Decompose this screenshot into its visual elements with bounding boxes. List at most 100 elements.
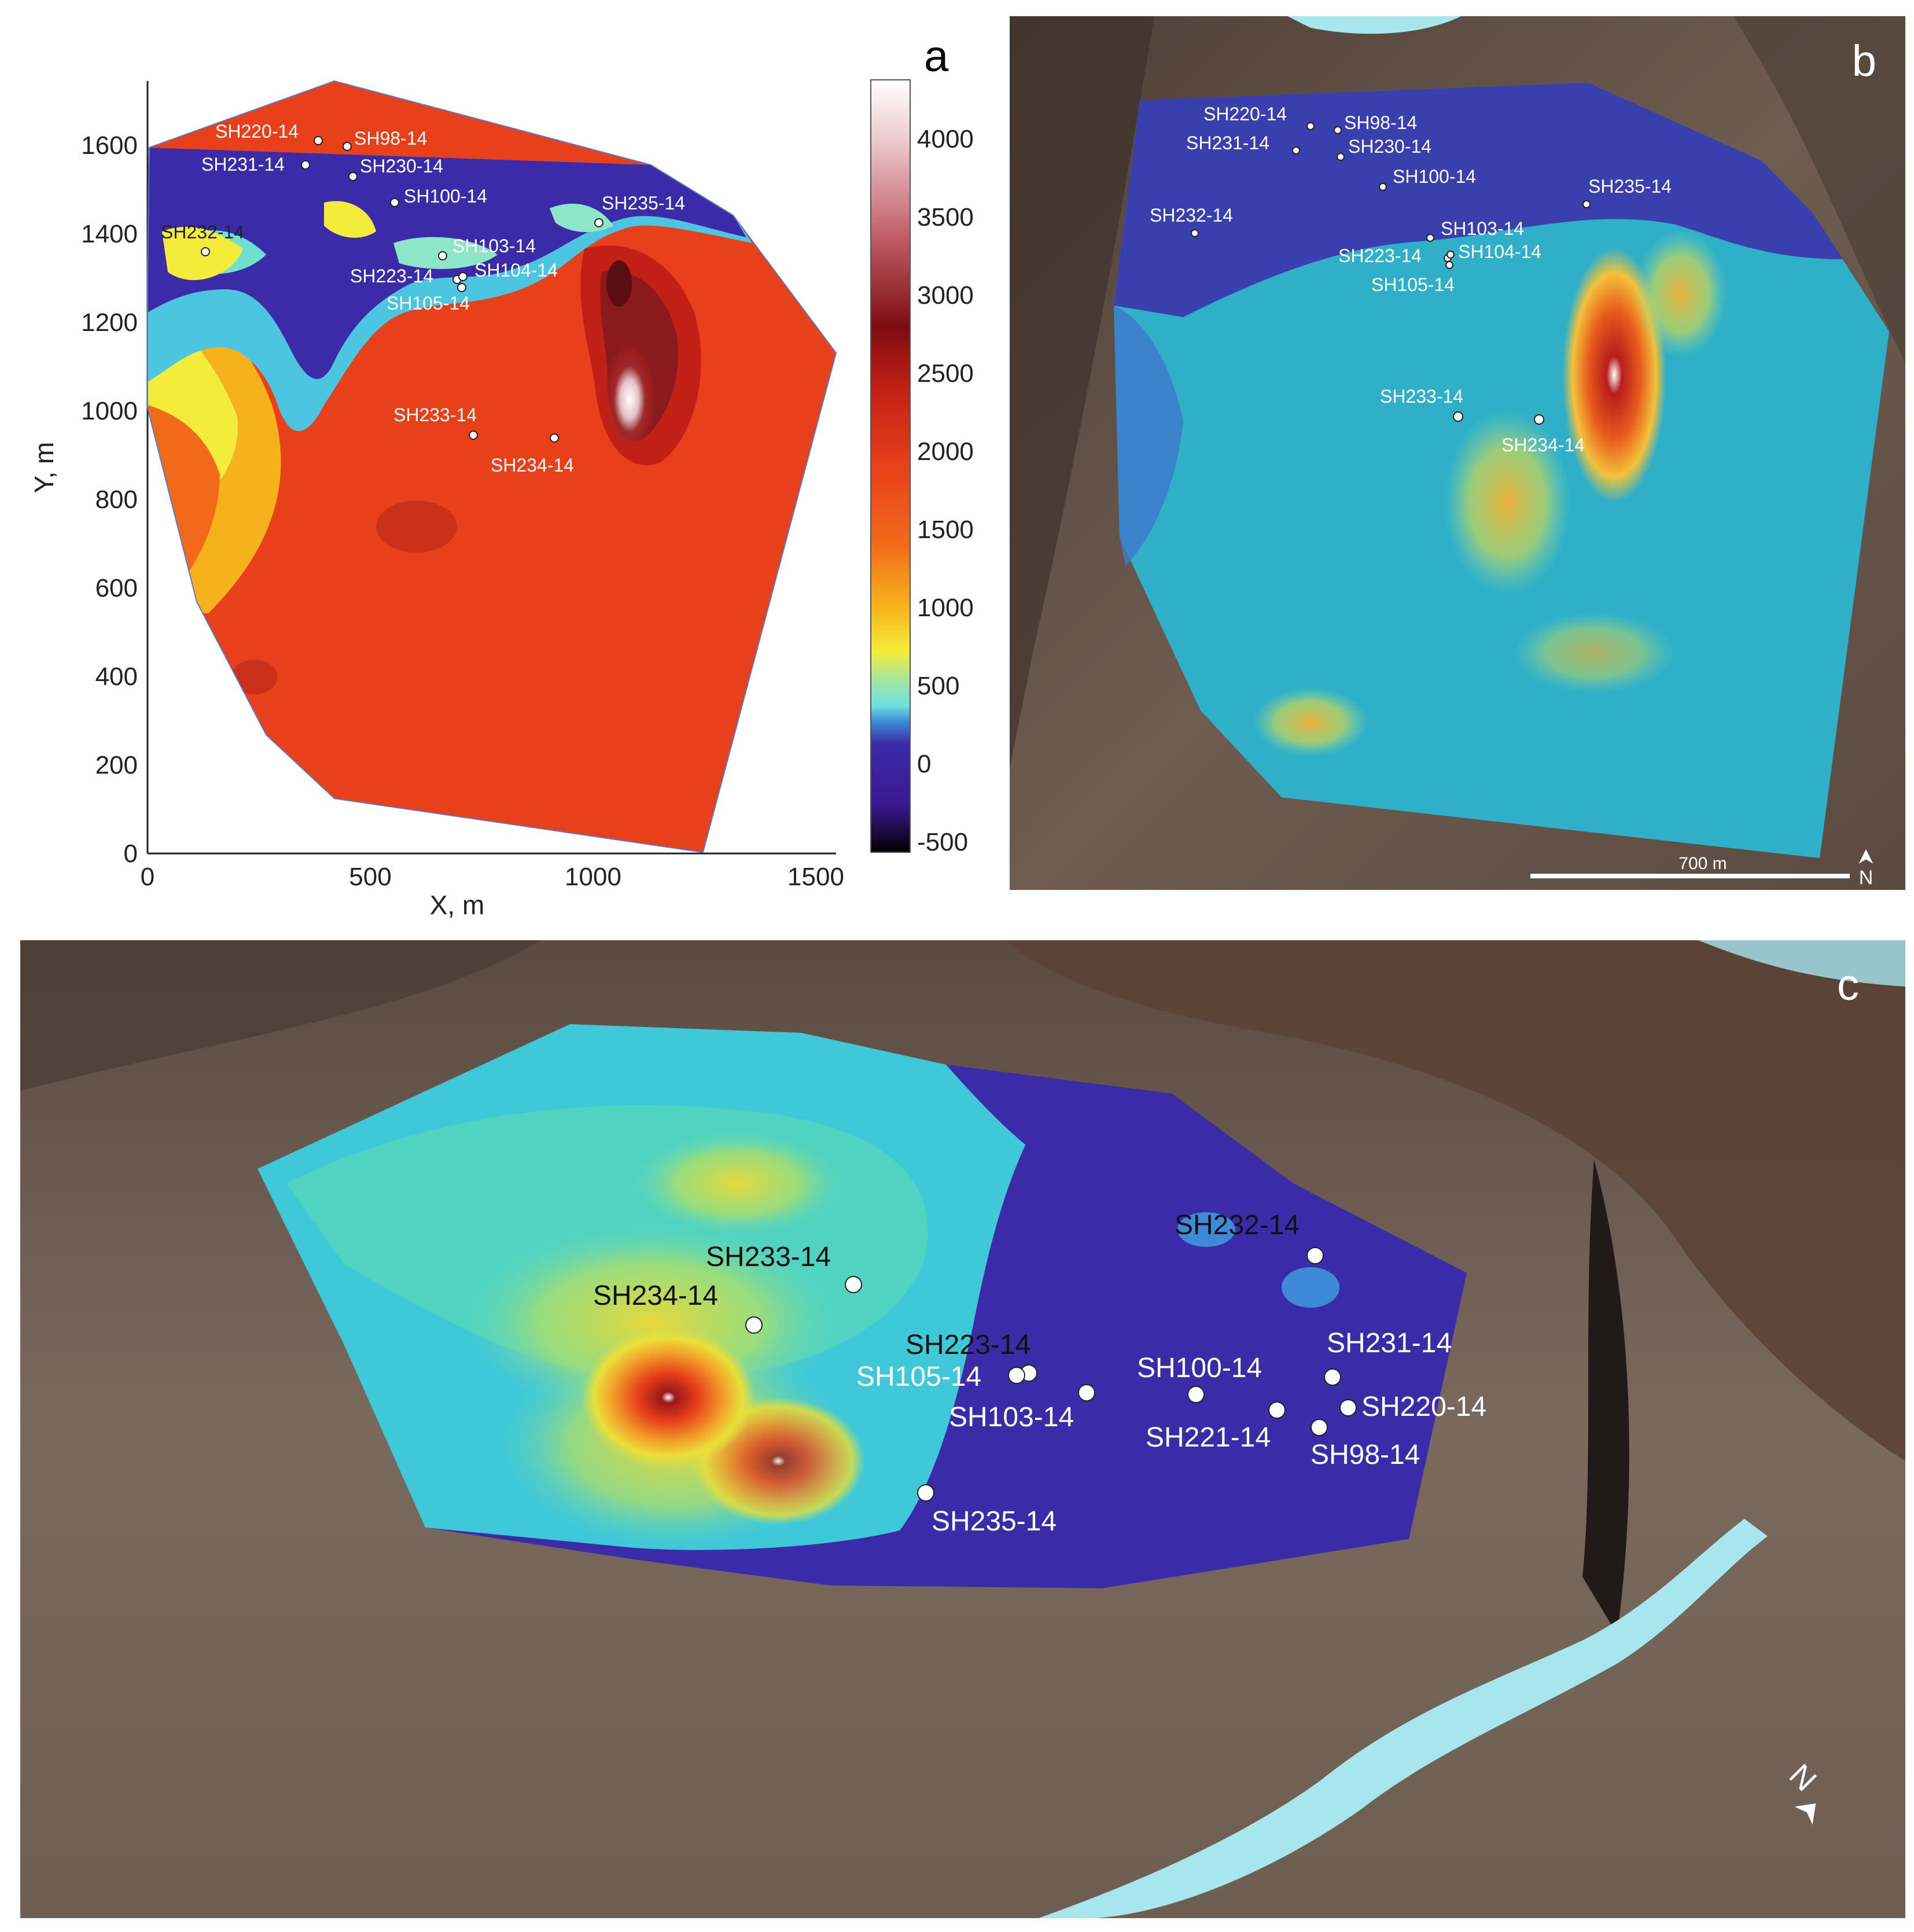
well-label: SH223-14 <box>350 266 433 286</box>
colorbar-tick-label: 3500 <box>917 203 974 231</box>
well-label: SH233-14 <box>393 404 477 425</box>
well-marker <box>745 1316 763 1334</box>
well-label: SH231-14 <box>201 154 285 175</box>
well-label: SH232-14 <box>1150 205 1233 226</box>
well-marker <box>457 283 466 292</box>
well-marker <box>845 1276 862 1293</box>
colorbar-tick-label: 1000 <box>917 594 974 622</box>
well-marker <box>1582 200 1591 208</box>
colorbar-tick-label: 0 <box>917 750 931 778</box>
well-marker <box>458 272 468 281</box>
panel-a-svg: 0 200 400 600 800 1000 1200 1400 1600 0 … <box>29 79 974 920</box>
well-label: SH220-14 <box>215 121 299 142</box>
well-marker <box>1445 261 1453 269</box>
well-label: SH221-14 <box>1146 1422 1271 1453</box>
x-ticks: 0 500 1000 1500 <box>141 863 844 891</box>
colorbar-ticks: 4000 3500 3000 2500 2000 1500 1000 500 0… <box>917 125 974 856</box>
well-label: SH98-14 <box>1344 112 1417 133</box>
panel-c-svg: SH233-14 SH232-14 SH234-14 SH223-14 SH10… <box>20 940 1905 1918</box>
well-label: SH235-14 <box>1588 176 1672 197</box>
well-marker <box>594 218 603 227</box>
scale-label: 700 m <box>1679 854 1727 873</box>
well-label: SH233-14 <box>706 1242 831 1272</box>
y-tick-label: 1600 <box>81 131 138 160</box>
well-label: SH100-14 <box>1137 1353 1262 1383</box>
x-tick-label: 1000 <box>565 863 621 891</box>
well-marker <box>1187 1386 1205 1403</box>
well-label: SH230-14 <box>1348 136 1431 157</box>
north-label: N <box>1859 867 1873 889</box>
well-marker <box>1292 146 1300 154</box>
well-label: SH235-14 <box>932 1506 1057 1537</box>
well-label: SH231-14 <box>1327 1328 1452 1359</box>
well-label: SH223-14 <box>1338 245 1422 266</box>
colorbar-tick-label: 3000 <box>917 281 974 310</box>
well-marker <box>201 247 210 256</box>
north-arrow-icon <box>1858 849 1873 864</box>
well-label: SH233-14 <box>1380 386 1463 407</box>
well-marker <box>348 172 358 181</box>
well-label: SH98-14 <box>1311 1440 1420 1470</box>
well-label: SH234-14 <box>1501 435 1585 455</box>
panel-letter-c: c <box>1837 961 1859 1010</box>
well-marker <box>1268 1401 1286 1419</box>
panel-letter-a: a <box>924 32 949 81</box>
y-tick-label: 1000 <box>81 397 138 425</box>
panel-a-contour-map: 0 200 400 600 800 1000 1200 1400 1600 0 … <box>0 0 1001 937</box>
y-ticks: 0 200 400 600 800 1000 1200 1400 1600 <box>81 131 138 868</box>
wells-c: SH233-14 SH232-14 SH234-14 SH223-14 SH10… <box>593 1210 1486 1537</box>
colorbar-tick-label: 500 <box>917 672 959 700</box>
well-marker <box>1453 411 1463 422</box>
well-marker <box>1334 126 1342 134</box>
well-marker <box>1008 1367 1025 1384</box>
well-label: SH104-14 <box>1458 241 1541 262</box>
well-label: SH220-14 <box>1203 104 1287 124</box>
well-label: SH100-14 <box>404 186 487 207</box>
contour-surface <box>148 81 836 852</box>
well-marker <box>1379 183 1387 191</box>
x-tick-label: 0 <box>141 863 154 891</box>
river <box>1287 16 1461 34</box>
wells-a: SH220-14 SH98-14 SH231-14 SH230-14 SH100… <box>161 121 685 476</box>
well-label: SH234-14 <box>593 1280 718 1311</box>
well-marker <box>469 430 478 440</box>
y-tick-label: 800 <box>95 485 138 514</box>
well-label: SH223-14 <box>906 1330 1030 1360</box>
colorbar-tick-label: 1500 <box>917 516 974 544</box>
well-label: SH230-14 <box>360 156 443 176</box>
well-label: SH232-14 <box>161 222 244 242</box>
panel-b-svg: SH220-14 SH98-14 SH231-14 SH230-14 SH100… <box>1010 16 1905 890</box>
north-arrow-icon <box>1794 1803 1816 1825</box>
well-label: SH98-14 <box>354 128 427 149</box>
well-marker <box>1339 1399 1357 1416</box>
y-tick-label: 1400 <box>81 220 138 248</box>
well-label: SH232-14 <box>1175 1210 1300 1241</box>
north-arrow-c <box>1794 1803 1816 1825</box>
well-marker <box>1306 1247 1324 1264</box>
well-marker <box>1324 1368 1341 1386</box>
well-label: SH103-14 <box>949 1402 1074 1433</box>
well-marker <box>343 142 352 151</box>
wells-b: SH220-14 SH98-14 SH231-14 SH230-14 SH100… <box>1150 104 1672 455</box>
y-tick-label: 1200 <box>81 308 138 337</box>
well-marker <box>1446 251 1455 259</box>
well-label: SH100-14 <box>1393 166 1476 187</box>
well-marker <box>1426 234 1434 242</box>
well-label: SH235-14 <box>602 193 685 214</box>
well-label: SH104-14 <box>474 260 558 281</box>
well-label: SH103-14 <box>452 235 536 256</box>
well-label: SH105-14 <box>856 1361 981 1392</box>
scale-bar <box>1530 874 1850 878</box>
well-marker <box>1311 1419 1328 1436</box>
y-tick-label: 600 <box>95 574 138 602</box>
colorbar-tick-label: 2000 <box>917 437 974 466</box>
well-label: SH105-14 <box>387 293 470 314</box>
well-label: SH103-14 <box>1441 218 1524 239</box>
well-label: SH234-14 <box>491 455 574 476</box>
well-marker <box>390 198 399 207</box>
well-marker <box>1306 122 1315 130</box>
y-tick-label: 400 <box>95 663 138 691</box>
x-tick-label: 1500 <box>787 863 844 891</box>
well-marker <box>1337 153 1345 161</box>
panel-c-3d-view: SH233-14 SH232-14 SH234-14 SH223-14 SH10… <box>20 940 1905 1918</box>
